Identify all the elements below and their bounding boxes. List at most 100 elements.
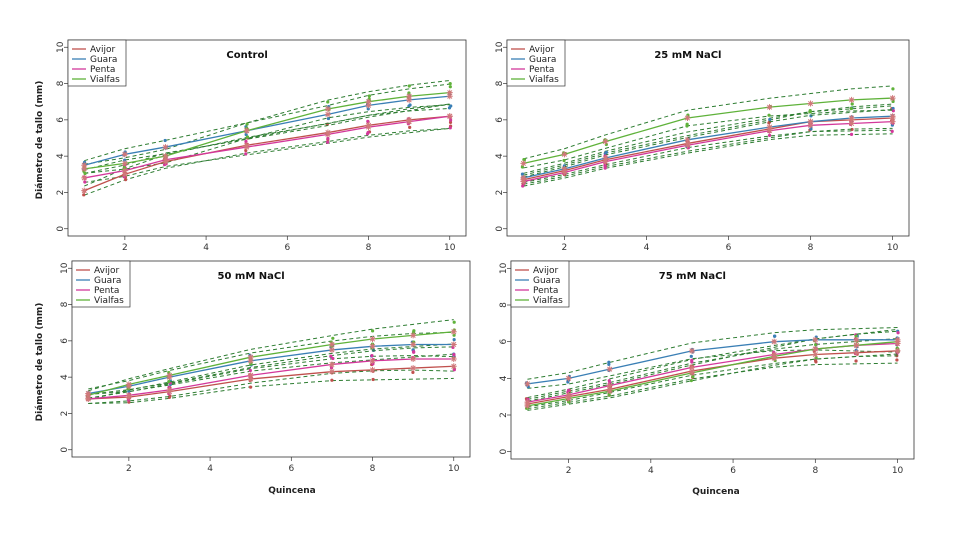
- y-tick-label: 10: [499, 262, 509, 274]
- mean-marker-vialfas: [446, 89, 453, 96]
- panel-title: Control: [226, 50, 267, 61]
- y-tick-label: 6: [56, 117, 66, 123]
- mean-marker-guara: [365, 102, 372, 109]
- legend-label-penta: Penta: [94, 286, 119, 296]
- observation-point-vialfas: [808, 108, 812, 113]
- panel-25-mm-nacl: 0 2 4 6 8 10 2 4 6 8 10 25 mM NaCl AvijorGuaraPentaV…: [495, 39, 910, 253]
- mean-marker-penta: [602, 158, 609, 165]
- panel-control: 0 2 4 6 8 10 2 4 6 8 10 Control AvijorGuaraPentaVial…: [56, 39, 467, 253]
- y-tick-label: 10: [56, 41, 66, 53]
- mean-marker-avijor: [81, 187, 88, 194]
- x-tick-label: 10: [444, 243, 456, 253]
- mean-marker-vialfas: [771, 353, 778, 360]
- panel-75-mm-nacl: 0 2 4 6 8 10 2 4 6 8 10 75 mM NaCl AvijorGuaraPentaV…: [499, 260, 915, 476]
- panel-title: 25 mM NaCl: [654, 50, 721, 61]
- observation-point-guara: [607, 362, 611, 366]
- series-line-vialfas: [523, 97, 893, 165]
- xlabel-left: Quincena: [268, 486, 315, 496]
- panel-title: 75 mM NaCl: [659, 271, 726, 282]
- ylabel-top: Diámetro de tallo (mm): [35, 81, 45, 200]
- mean-marker-vialfas: [328, 341, 335, 348]
- y-tick-label: 0: [495, 226, 505, 232]
- mean-marker-vialfas: [406, 93, 413, 100]
- observation-point-avijor: [448, 120, 453, 124]
- mean-marker-vialfas: [166, 372, 173, 379]
- confidence-band-guara: [527, 349, 898, 389]
- mean-marker-vialfas: [812, 346, 819, 352]
- observation-point-vialfas: [412, 329, 416, 333]
- observation-point-penta: [849, 132, 854, 136]
- x-tick-label: 2: [562, 243, 568, 253]
- x-tick-label: 8: [366, 243, 372, 253]
- mean-marker-guara: [247, 357, 254, 364]
- legend-label-avijor: Avijor: [529, 45, 554, 55]
- x-tick-label: 8: [812, 466, 818, 476]
- confidence-band-penta: [88, 369, 454, 404]
- observation-point-penta: [690, 360, 694, 364]
- mean-marker-penta: [561, 169, 568, 176]
- mean-marker-guara: [369, 343, 376, 350]
- legend-box: [506, 39, 566, 87]
- legend-label-guara: Guara: [90, 55, 117, 65]
- confidence-band-guara: [88, 355, 454, 399]
- x-tick-label: 4: [644, 243, 650, 253]
- observation-point-penta: [366, 119, 370, 123]
- mean-marker-avijor: [121, 171, 128, 178]
- mean-marker-guara: [328, 346, 335, 353]
- confidence-band-penta: [523, 133, 893, 187]
- series-line-avijor: [523, 117, 893, 181]
- mean-marker-penta: [446, 113, 453, 120]
- observation-point-vialfas: [83, 171, 87, 176]
- mean-marker-penta: [324, 131, 331, 138]
- mean-marker-penta: [766, 127, 773, 134]
- mean-marker-vialfas: [450, 328, 457, 335]
- mean-marker-penta: [162, 156, 169, 163]
- x-tick-label: 2: [122, 243, 128, 253]
- y-tick-label: 10: [60, 262, 70, 274]
- observation-point-avijor: [854, 359, 858, 363]
- mean-marker-guara: [684, 136, 691, 143]
- mean-marker-penta: [450, 356, 457, 362]
- observation-point-vialfas: [407, 84, 411, 88]
- mean-marker-penta: [247, 372, 254, 379]
- x-tick-label: 4: [648, 466, 654, 476]
- mean-marker-vialfas: [243, 127, 250, 134]
- y-tick-label: 6: [495, 117, 505, 123]
- confidence-band-penta: [88, 346, 454, 395]
- plot-frame: [510, 260, 915, 460]
- mean-marker-guara: [162, 144, 169, 151]
- confidence-band-vialfas: [84, 79, 450, 165]
- observation-point-avijor: [371, 377, 375, 382]
- legend-box: [71, 260, 131, 308]
- observation-point-vialfas: [767, 113, 771, 117]
- observation-point-guara: [244, 132, 248, 137]
- confidence-band-avijor: [84, 127, 450, 196]
- legend-label-vialfas: Vialfas: [90, 75, 120, 85]
- series-line-avijor: [84, 115, 450, 192]
- plot-frame: [506, 39, 910, 237]
- observation-point-penta: [331, 356, 335, 361]
- mean-marker-vialfas: [81, 165, 88, 172]
- x-tick-label: 2: [566, 466, 572, 476]
- observation-point-guara: [449, 104, 453, 108]
- mean-marker-penta: [85, 395, 92, 402]
- series-line-penta: [523, 121, 893, 183]
- x-tick-label: 10: [448, 464, 460, 474]
- series-line-vialfas: [88, 331, 454, 396]
- series-line-guara: [88, 343, 454, 395]
- mean-marker-vialfas: [889, 95, 896, 102]
- confidence-band-penta: [84, 103, 450, 174]
- observation-point-penta: [448, 126, 452, 130]
- mean-marker-penta: [243, 144, 250, 151]
- mean-marker-vialfas: [766, 104, 773, 111]
- observation-point-guara: [768, 117, 772, 122]
- observation-point-avijor: [330, 378, 334, 382]
- y-tick-label: 8: [60, 301, 70, 307]
- confidence-band-avijor: [84, 103, 450, 187]
- series-line-guara: [84, 95, 450, 166]
- mean-marker-vialfas: [606, 388, 613, 395]
- confidence-band-vialfas: [527, 353, 898, 411]
